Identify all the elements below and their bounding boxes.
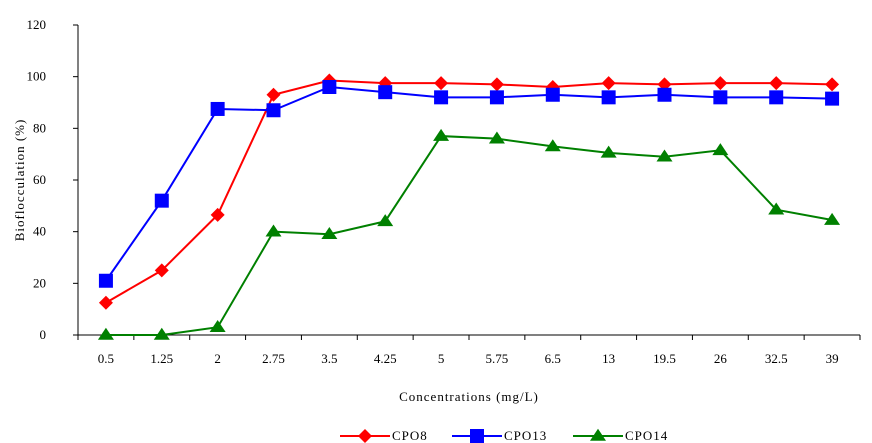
data-point-cpo13 <box>825 91 840 106</box>
legend-label-cpo14: CPO14 <box>625 428 668 443</box>
data-point-cpo8 <box>489 77 504 92</box>
legend-item-cpo8: CPO8 <box>340 428 428 443</box>
data-point-cpo13 <box>378 85 393 100</box>
data-point-cpo14 <box>824 212 841 225</box>
x-tick-label: 19.5 <box>653 351 676 366</box>
data-point-cpo14 <box>265 224 282 237</box>
data-point-cpo8 <box>98 295 113 310</box>
legend-marker-cpo8 <box>358 429 372 443</box>
x-tick-label: 2 <box>214 351 221 366</box>
data-point-cpo14 <box>712 143 729 156</box>
x-tick-label: 5 <box>438 351 445 366</box>
data-point-cpo13 <box>601 90 616 105</box>
data-point-cpo14 <box>321 227 338 240</box>
data-point-cpo13 <box>489 90 504 105</box>
y-tick-label: 40 <box>33 224 46 239</box>
series-line-cpo8 <box>105 79 833 304</box>
x-tick-label: 1.25 <box>150 351 173 366</box>
y-axis-ticks: 0 20 40 60 80 100 120 <box>27 17 78 342</box>
x-tick-label: 2.75 <box>262 351 285 366</box>
x-tick-label: 26 <box>714 351 728 366</box>
axes <box>77 25 860 336</box>
legend-item-cpo13: CPO13 <box>452 428 547 443</box>
data-point-cpo14 <box>209 320 226 333</box>
x-tick-label: 4.25 <box>374 351 397 366</box>
series-layer <box>97 73 841 340</box>
data-point-cpo8 <box>154 263 169 278</box>
data-point-cpo13 <box>713 90 728 105</box>
data-point-cpo13 <box>769 90 784 105</box>
x-tick-label: 6.5 <box>545 351 561 366</box>
x-tick-label: 0.5 <box>98 351 114 366</box>
data-point-cpo14 <box>768 202 785 215</box>
x-tick-label: 39 <box>826 351 839 366</box>
data-point-cpo8 <box>266 87 281 102</box>
data-point-cpo8 <box>825 77 840 92</box>
data-point-cpo8 <box>769 76 784 91</box>
y-axis-title: Bioflocculation (%) <box>12 119 27 242</box>
x-tick-label: 32.5 <box>765 351 788 366</box>
data-point-cpo13 <box>154 193 169 208</box>
y-tick-label: 100 <box>27 69 47 84</box>
data-point-cpo13 <box>545 87 560 102</box>
data-point-cpo8 <box>713 76 728 91</box>
series-line-cpo14 <box>105 135 833 336</box>
y-tick-label: 120 <box>27 17 47 32</box>
data-point-cpo14 <box>600 145 617 158</box>
y-tick-label: 0 <box>40 327 47 342</box>
data-point-cpo14 <box>153 327 170 340</box>
legend: CPO8 CPO13 CPO14 <box>340 428 668 443</box>
legend-marker-cpo14 <box>590 428 606 441</box>
data-point-cpo13 <box>98 273 113 288</box>
y-tick-label: 80 <box>33 120 46 135</box>
data-point-cpo14 <box>433 128 450 141</box>
data-point-cpo14 <box>377 214 394 227</box>
x-tick-label: 5.75 <box>486 351 509 366</box>
data-point-cpo13 <box>657 87 672 102</box>
data-point-cpo13 <box>434 90 449 105</box>
y-tick-label: 20 <box>33 275 46 290</box>
x-tick-label: 3.5 <box>321 351 337 366</box>
legend-marker-cpo13 <box>470 429 484 443</box>
data-point-cpo14 <box>544 139 561 152</box>
legend-label-cpo13: CPO13 <box>504 428 547 443</box>
data-point-cpo14 <box>97 327 114 340</box>
data-point-cpo13 <box>322 80 337 94</box>
x-axis-title: Concentrations (mg/L) <box>399 389 539 404</box>
data-point-cpo14 <box>488 131 505 144</box>
y-tick-label: 60 <box>33 172 46 187</box>
x-axis-ticks: 0.5 1.25 2 2.75 3.5 4.25 5 5.75 6.5 13 19.5 26 32.5 3… <box>77 335 861 366</box>
data-point-cpo8 <box>601 76 616 91</box>
data-point-cpo8 <box>210 207 225 222</box>
legend-label-cpo8: CPO8 <box>392 428 428 443</box>
data-point-cpo14 <box>656 149 673 162</box>
data-point-cpo13 <box>210 101 225 116</box>
data-point-cpo13 <box>266 103 281 118</box>
series-cpo8 <box>98 73 840 310</box>
series-cpo13 <box>98 80 840 288</box>
data-point-cpo8 <box>434 76 449 91</box>
series-line-cpo13 <box>105 85 833 282</box>
series-cpo14 <box>97 128 841 340</box>
x-tick-label: 13 <box>602 351 615 366</box>
legend-item-cpo14: CPO14 <box>573 428 668 443</box>
